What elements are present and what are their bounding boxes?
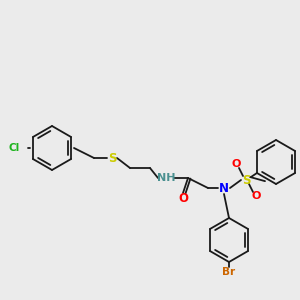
Text: Br: Br [222,267,236,277]
Text: O: O [178,191,188,205]
Text: O: O [251,191,261,201]
Text: S: S [242,173,250,187]
Text: S: S [108,152,116,164]
Text: N: N [219,182,229,194]
Text: O: O [231,159,241,169]
Text: Cl: Cl [9,143,20,153]
Text: NH: NH [157,173,175,183]
